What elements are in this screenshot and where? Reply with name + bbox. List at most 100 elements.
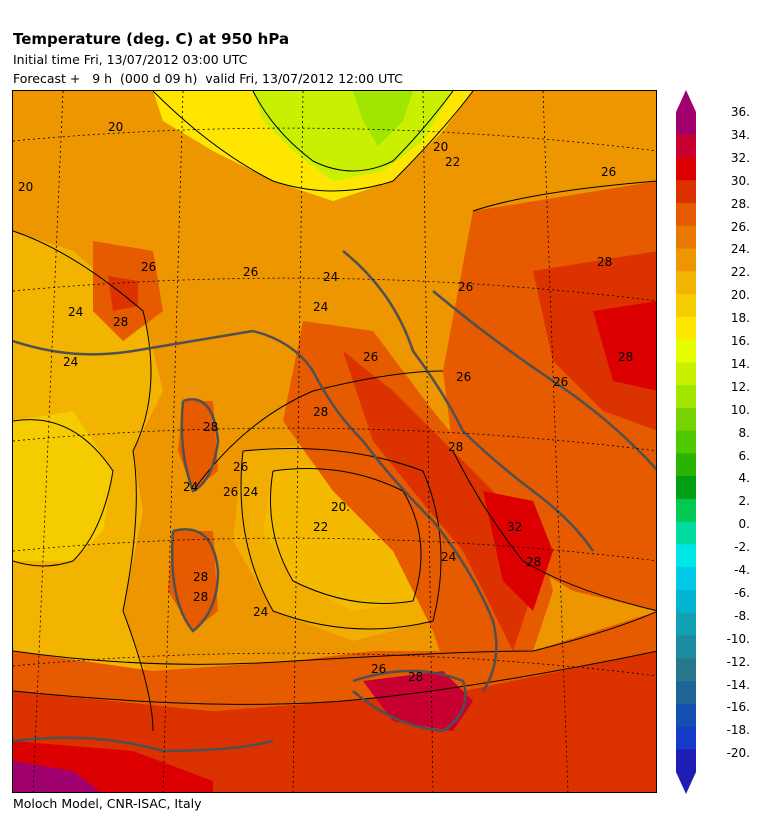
colorbar-segment — [676, 589, 696, 614]
colorbar-bottom-arrow — [676, 772, 696, 794]
colorbar-tick-label: 32. — [730, 150, 750, 165]
isotherm-28-south — [13, 650, 656, 705]
contour-label: 26 — [243, 265, 258, 279]
contour-label: 26 — [456, 370, 471, 384]
contour-label: 28 — [313, 405, 328, 419]
model-credit: Moloch Model, CNR-ISAC, Italy — [13, 796, 202, 811]
isotherm-20-top — [152, 91, 474, 192]
colorbar-segment — [676, 635, 696, 659]
contour-label: 26 — [553, 375, 568, 389]
colorbar-segment — [676, 248, 696, 272]
colorbar-tick-label: -6. — [734, 585, 750, 600]
contour-label: 28 — [526, 555, 541, 569]
field-14-16-top — [353, 91, 413, 146]
coast-france — [13, 329, 254, 356]
colorbar-segment — [676, 544, 696, 568]
colorbar-tick-label: 34. — [730, 127, 750, 142]
contour-label: 24 — [243, 485, 258, 499]
contour-label: 26 — [601, 165, 616, 179]
contour-label: 28 — [597, 255, 612, 269]
field-30-32-apulia — [483, 491, 553, 611]
colorbar-tick-label: 22. — [730, 265, 750, 280]
colorbar-segment — [676, 658, 696, 682]
graticule — [13, 91, 656, 792]
contour-label: 26 — [141, 260, 156, 274]
colorbar-segment — [676, 476, 696, 500]
colorbar-segment — [676, 225, 696, 250]
colorbar-tick-label: -8. — [734, 608, 750, 623]
contour-label: 20. — [331, 500, 350, 514]
contour-label: 24 — [253, 605, 268, 619]
contour-label: 20 — [108, 120, 123, 134]
field-28-south — [13, 651, 656, 792]
colorbar-segment — [676, 316, 696, 341]
colorbar-segment — [676, 567, 696, 591]
contour-label: 28 — [448, 440, 463, 454]
colorbar-segment — [676, 339, 696, 363]
coast-italy-east — [342, 250, 595, 552]
contour-label: 26 — [458, 280, 473, 294]
colorbar-tick-label: 20. — [730, 288, 750, 303]
colorbar-tick-label: 0. — [738, 517, 750, 532]
contour-label: 28 — [618, 350, 633, 364]
contour-label: 22 — [313, 520, 328, 534]
colorbar-tick-label: 6. — [738, 448, 750, 463]
colorbar-segment — [676, 134, 696, 159]
field-france-hot2 — [108, 276, 138, 311]
colorbar-tick-label: -20. — [726, 746, 750, 761]
colorbar-tick-label: -16. — [726, 700, 750, 715]
colorbar-tick-label: 36. — [730, 105, 750, 119]
contour-label: 20 — [433, 140, 448, 154]
isotherm-20-west — [13, 419, 114, 567]
colorbar-segment — [676, 157, 696, 181]
colorbar-tick-label: 16. — [730, 334, 750, 348]
field-28-30-east — [533, 251, 656, 431]
temperature-map: 20 20 26 24 24 28 26 24 20. 22 24 26 24 … — [12, 90, 657, 793]
coast-sardinia — [170, 528, 220, 633]
colorbar-segment — [676, 271, 696, 295]
colorbar-tick-label: -12. — [726, 654, 750, 669]
isotherm-22-sea — [240, 448, 442, 630]
colorbar-tick-label: -2. — [734, 540, 750, 555]
colorbar-segment — [676, 680, 696, 705]
chart-title: Temperature (deg. C) at 950 hPa — [13, 30, 290, 48]
contour-label: 24 — [63, 355, 78, 369]
isotherm-26-east — [472, 180, 656, 212]
contour-label: 28 — [203, 420, 218, 434]
colorbar-segment — [676, 521, 696, 546]
colorbar-tick-label: -14. — [726, 677, 750, 692]
colorbar-tick-label: 24. — [730, 242, 750, 257]
colorbar-segment — [676, 385, 696, 409]
contour-label: 28 — [193, 570, 208, 584]
contour-label: 24 — [68, 305, 83, 319]
colorbar-segment — [676, 362, 696, 386]
colorbar-top-arrow — [676, 90, 696, 112]
field-26-south — [13, 611, 656, 711]
contour-label: 28 — [408, 670, 423, 684]
colorbar-segment — [676, 407, 696, 432]
coast-italy-west — [252, 329, 498, 692]
contour-label: 26 — [233, 460, 248, 474]
colorbar-tick-label: -4. — [734, 563, 750, 577]
isotherm-24-center — [192, 370, 444, 492]
colorbar-tick-label: 26. — [730, 219, 750, 234]
colorbar-segment — [676, 749, 696, 773]
map-svg: 20 20 26 24 24 28 26 24 20. 22 24 26 24 … — [13, 91, 656, 792]
coastlines — [13, 250, 656, 753]
isotherm-26-italy — [452, 450, 656, 612]
contour-label: 24 — [313, 300, 328, 314]
field-34-sw — [13, 761, 101, 792]
isotherm-22-west — [13, 230, 154, 732]
colorbar-segment — [676, 294, 696, 318]
coast-sicily — [352, 669, 467, 733]
colorbar-tick-label: 2. — [738, 494, 750, 509]
forecast-time: Forecast + 9 h (000 d 09 h) valid Fri, 1… — [13, 71, 403, 86]
contour-label: 24 — [441, 550, 456, 564]
colorbar-segment — [676, 726, 696, 750]
colorbar-tick-label: 4. — [738, 471, 750, 486]
coast-corsica — [180, 398, 220, 493]
contour-label: 24 — [183, 480, 198, 494]
contour-label: 32 — [507, 520, 522, 534]
colorbar-segment — [676, 498, 696, 523]
contour-label: 24 — [323, 270, 338, 284]
